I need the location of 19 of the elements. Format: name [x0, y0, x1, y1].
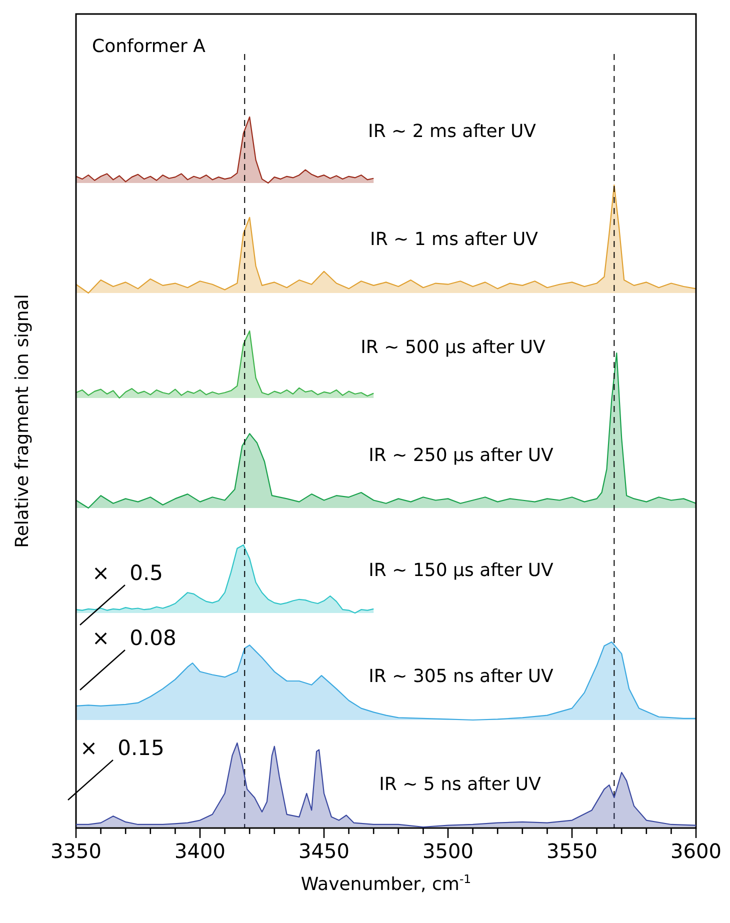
x-tick-label: 3350	[50, 839, 102, 863]
annotation: IR ~ 250 µs after UV	[368, 445, 554, 466]
annotation: IR ~ 5 ns after UV	[379, 774, 542, 795]
x-tick-label: 3450	[298, 839, 350, 863]
x-tick-label: 3550	[546, 839, 598, 863]
annotation: IR ~ 305 ns after UV	[368, 666, 554, 687]
annotation: IR ~ 150 µs after UV	[368, 560, 554, 581]
x-axis-title: Wavenumber, cm$^{-1}$	[300, 872, 472, 895]
annotation: IR ~ 2 ms after UV	[368, 121, 537, 142]
x-tick-label: 3600	[670, 839, 722, 863]
chart-title: Conformer A	[92, 36, 206, 57]
x-tick-label: 3500	[422, 839, 474, 863]
y-axis-title: Relative fragment ion signal	[12, 294, 33, 548]
annotation: × 0.15	[80, 736, 164, 760]
annotation: × 0.5	[92, 561, 164, 585]
annotation: IR ~ 1 ms after UV	[370, 229, 539, 250]
annotation: × 0.08	[92, 626, 176, 650]
x-tick-label: 3400	[174, 839, 226, 863]
annotation: IR ~ 500 µs after UV	[360, 337, 546, 358]
